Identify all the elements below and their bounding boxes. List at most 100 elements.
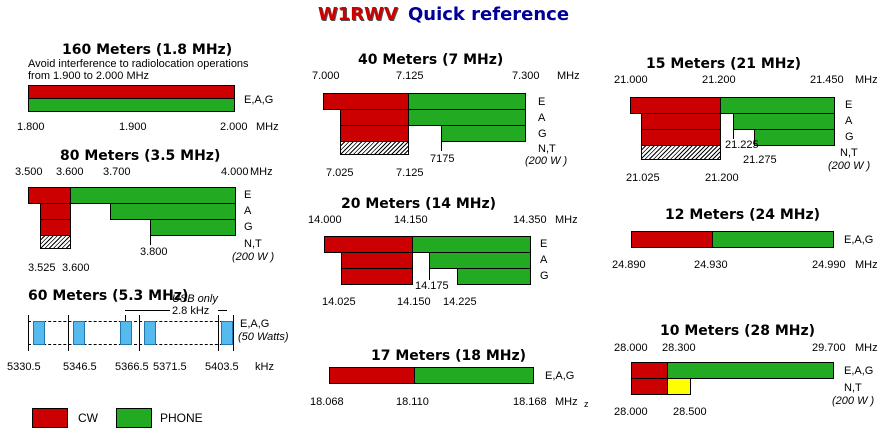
band-20m-tick: 14.150 (394, 214, 428, 226)
band-15m-phone-extra (720, 97, 835, 114)
band-20m-tick: 14.350 (513, 214, 547, 226)
band-40m-class-e: E (538, 96, 546, 108)
band-60m-divider (68, 315, 69, 351)
band-40m-class-a: A (538, 112, 546, 124)
band-80m-tick: 3.500 (15, 166, 43, 178)
band-10m-novice-phone (667, 378, 691, 395)
band-60m-classes: E,A,G (240, 318, 270, 330)
band-12m-heading: 12 Meters (24 MHz) (665, 207, 821, 223)
band-80m-phone-extra (70, 187, 236, 204)
band-12m-unit: MHz (855, 259, 878, 271)
band-160m-note-2: from 1.900 to 2.000 MHz (28, 70, 150, 82)
band-60m-freq: 5403.5 (205, 361, 239, 373)
band-15m-class-nt: N,T (840, 147, 858, 159)
band-15m-tick: 21.275 (743, 154, 777, 166)
band-10m-classes: E,A,G (844, 365, 874, 377)
callsign: W1RWV (317, 4, 398, 25)
band-60m-channel-3 (120, 321, 132, 345)
band-15m-tick: 21.000 (614, 74, 648, 86)
band-160m-cw-bar (28, 85, 235, 99)
band-15m-tick: 21.450 (810, 74, 844, 86)
band-80m-unit: MHz (250, 166, 273, 178)
band-20m-tick: 14.225 (443, 296, 477, 308)
legend-phone-label: PHONE (160, 411, 203, 425)
band-17m-tick: 18.110 (396, 396, 429, 408)
band-40m-tick: 7.300 (512, 70, 540, 82)
band-80m-cw-extra (28, 187, 71, 204)
band-15m-phone-general (754, 129, 835, 146)
band-60m-freq: 5330.5 (7, 361, 41, 373)
band-20m-marker (429, 268, 430, 280)
band-20m-class-a: A (540, 254, 548, 266)
band-40m-class-nt: N,T (538, 143, 556, 155)
band-40m-novice-segment (340, 141, 409, 155)
band-20m-class-g: G (540, 270, 549, 282)
band-80m-cw-general (40, 219, 71, 236)
band-60m-channel-5 (221, 321, 233, 345)
band-15m-heading: 15 Meters (21 MHz) (646, 56, 802, 72)
band-17m-classes: E,A,G (545, 370, 575, 382)
band-10m-tick: 29.700 (812, 342, 846, 354)
band-15m-class-g: G (845, 131, 854, 143)
band-60m-edge (233, 315, 234, 351)
band-40m-tick: 7.125 (396, 167, 424, 179)
band-20m-cw-general (341, 268, 413, 285)
band-60m-channel-2 (73, 321, 85, 345)
band-20m-tick: 14.175 (415, 280, 449, 292)
band-60m-freq: 5366.5 (115, 361, 149, 373)
band-160m-heading: 160 Meters (1.8 MHz) (62, 42, 233, 58)
band-80m-tick: 4.000 (221, 166, 249, 178)
band-15m-power: (200 W ) (828, 160, 871, 172)
band-17m-heading: 17 Meters (18 MHz) (371, 348, 527, 364)
band-80m-class-e: E (244, 189, 252, 201)
band-80m-tick: 3.600 (62, 262, 90, 274)
band-80m-heading: 80 Meters (3.5 MHz) (60, 148, 221, 164)
band-80m-marker (150, 235, 151, 245)
band-60m-bandwidth: 2.8 kHz (172, 305, 210, 317)
band-17m-tick: 18.068 (310, 396, 344, 408)
band-15m-tick: 21.200 (702, 74, 736, 86)
band-10m-class-nt: N,T (844, 382, 862, 394)
band-160m-tick: 1.900 (119, 121, 147, 133)
band-160m-unit: MHz (256, 121, 279, 133)
band-60m-bw-line (218, 310, 227, 311)
band-15m-class-e: E (845, 99, 853, 111)
band-20m-phone-advanced (429, 252, 531, 269)
band-40m-phone-advanced (408, 109, 526, 126)
band-60m-divider (139, 315, 140, 351)
band-15m-unit: MHz (855, 74, 878, 86)
band-80m-class-a: A (244, 205, 252, 217)
band-80m-power: (200 W ) (232, 251, 275, 263)
band-15m-cw-advanced (641, 113, 721, 130)
band-40m-cw-extra (323, 93, 409, 110)
band-40m-cw-general (340, 125, 409, 142)
band-10m-tick: 28.000 (614, 406, 648, 418)
band-60m-channel-1 (33, 321, 45, 345)
band-20m-class-e: E (540, 238, 548, 250)
legend-phone-swatch (116, 408, 152, 428)
band-12m-cw-bar (631, 231, 713, 248)
band-20m-tick: 14.025 (322, 296, 356, 308)
band-80m-phone-general (150, 219, 236, 236)
band-15m-tick: 21.200 (705, 172, 739, 184)
band-160m-tick: 1.800 (17, 121, 45, 133)
band-40m-heading: 40 Meters (7 MHz) (358, 52, 504, 68)
band-10m-cw-extra (631, 362, 668, 379)
band-160m-tick: 2.000 (220, 121, 248, 133)
band-80m-tick: 3.600 (56, 166, 84, 178)
band-60m-edge (28, 315, 29, 351)
band-160m-note-1: Avoid interference to radiolocation oper… (28, 58, 249, 70)
band-12m-tick: 24.930 (694, 259, 728, 271)
band-17m-phone-bar (414, 367, 534, 384)
band-80m-tick: 3.700 (103, 166, 131, 178)
legend-cw-label: CW (78, 411, 98, 425)
band-12m-classes: E,A,G (844, 234, 874, 246)
band-15m-cw-extra (630, 97, 721, 114)
band-20m-cw-extra (324, 236, 413, 253)
band-17m-cw-bar (329, 367, 415, 384)
band-80m-novice-segment (40, 235, 71, 249)
band-60m-power: (50 Watts) (238, 331, 289, 343)
band-160m-classes: E,A,G (244, 94, 274, 106)
band-80m-class-nt: N,T (244, 238, 262, 250)
